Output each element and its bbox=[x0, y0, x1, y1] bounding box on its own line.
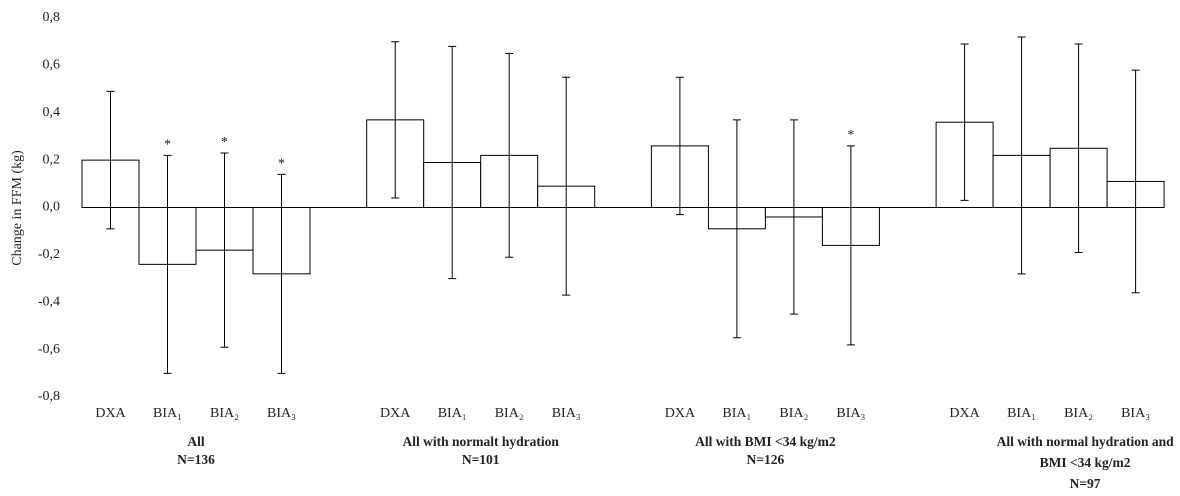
y-axis-label: Change in FFM (kg) bbox=[10, 150, 25, 266]
y-tick-label: 0,8 bbox=[43, 10, 61, 25]
error-bar bbox=[277, 173, 286, 374]
error-bar bbox=[732, 119, 741, 339]
x-tick-label: BIA₂ bbox=[495, 406, 524, 421]
group-label: All bbox=[187, 434, 205, 449]
group-label: N=101 bbox=[462, 452, 500, 467]
x-tick-label: BIA₂ bbox=[779, 406, 808, 421]
error-bar bbox=[448, 45, 457, 280]
error-bar bbox=[1074, 43, 1083, 254]
y-tick-label: 0,0 bbox=[43, 200, 61, 215]
error-bar bbox=[789, 119, 798, 315]
group-label: All with normalt hydration bbox=[403, 434, 560, 449]
x-tick-label: BIA₁ bbox=[438, 406, 467, 421]
significance-marker: * bbox=[847, 128, 854, 143]
group-label: All with BMI <34 kg/m2 bbox=[695, 434, 836, 449]
error-bar bbox=[675, 76, 684, 216]
error-bar bbox=[1131, 69, 1140, 294]
group-label: BMI <34 kg/m2 bbox=[1040, 455, 1131, 470]
x-tick-label: DXA bbox=[665, 406, 696, 421]
x-tick-label: DXA bbox=[949, 406, 980, 421]
x-tick-label: DXA bbox=[95, 406, 126, 421]
y-tick-label: 0,2 bbox=[43, 152, 61, 167]
group-label: All with normal hydration and bbox=[997, 434, 1175, 449]
significance-marker: * bbox=[278, 157, 285, 172]
x-tick-label: BIA₂ bbox=[210, 406, 239, 421]
group-label: N=97 bbox=[1070, 476, 1101, 491]
significance-marker: * bbox=[221, 135, 228, 150]
x-tick-label: BIA₁ bbox=[722, 406, 751, 421]
error-bar bbox=[220, 152, 229, 348]
y-tick-label: -0,8 bbox=[38, 389, 60, 404]
error-bar bbox=[960, 43, 969, 201]
x-tick-label: BIA₃ bbox=[836, 406, 865, 421]
error-bar bbox=[163, 154, 172, 374]
y-tick-label: -0,6 bbox=[38, 342, 60, 357]
x-tick-label: BIA₃ bbox=[1121, 406, 1150, 421]
group-label: N=136 bbox=[177, 452, 215, 467]
x-tick-label: BIA₃ bbox=[267, 406, 296, 421]
x-tick-label: BIA₃ bbox=[552, 406, 581, 421]
error-bar bbox=[562, 76, 571, 296]
error-bar bbox=[391, 41, 400, 199]
x-tick-label: BIA₁ bbox=[1007, 406, 1036, 421]
significance-marker: * bbox=[164, 138, 171, 153]
error-bar bbox=[1017, 36, 1026, 275]
x-tick-label: DXA bbox=[380, 406, 411, 421]
x-tick-label: BIA₂ bbox=[1064, 406, 1093, 421]
y-tick-label: 0,4 bbox=[43, 105, 61, 120]
y-tick-label: 0,6 bbox=[43, 58, 61, 73]
group-label: N=126 bbox=[747, 452, 785, 467]
y-tick-label: -0,2 bbox=[38, 247, 60, 262]
error-bar bbox=[505, 53, 514, 258]
y-tick-label: -0,4 bbox=[38, 294, 60, 309]
error-bar bbox=[846, 145, 855, 346]
x-tick-label: BIA₁ bbox=[153, 406, 182, 421]
error-bar bbox=[106, 90, 115, 230]
